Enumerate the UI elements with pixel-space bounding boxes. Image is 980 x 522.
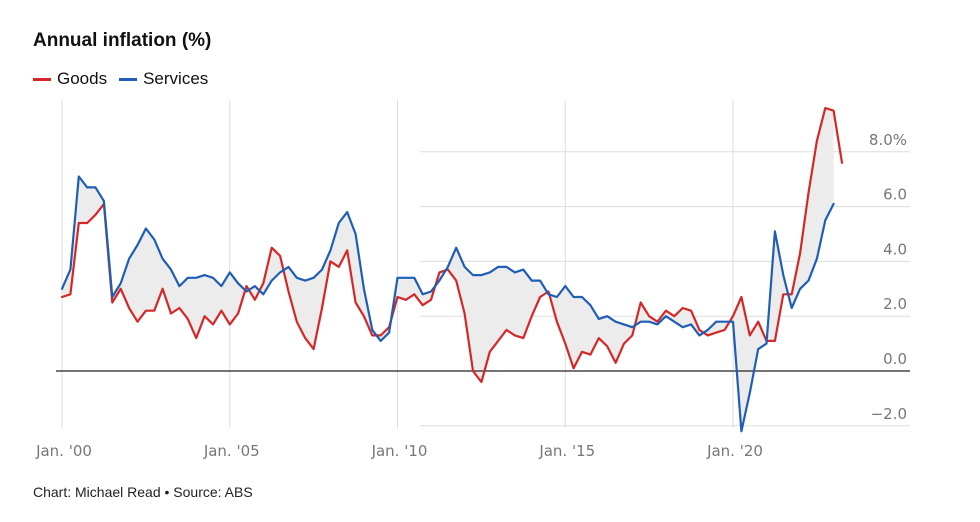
y-tick-label: 8.0% (869, 131, 907, 149)
services-swatch (119, 77, 138, 81)
y-tick-label: 0.0 (883, 350, 907, 368)
y-tick-label: 6.0 (883, 186, 907, 204)
legend-item-services: Services (119, 69, 208, 89)
goods-swatch (33, 77, 51, 81)
legend-label-services: Services (143, 69, 209, 88)
legend-label-goods: Goods (57, 69, 108, 88)
x-tick-label: Jan. '15 (538, 442, 595, 460)
y-tick-label: 2.0 (883, 295, 907, 313)
x-tick-label: Jan. '05 (203, 442, 260, 460)
legend: Goods Services (33, 69, 220, 89)
y-tick-label: −2.0 (871, 405, 907, 423)
x-tick-label: Jan. '10 (371, 442, 428, 460)
services-line (60, 175, 835, 433)
source-credit: Chart: Michael Read • Source: ABS (33, 484, 253, 500)
chart-title: Annual inflation (%) (33, 30, 212, 51)
x-tick-label: Jan. '20 (706, 442, 763, 460)
x-tick-label: Jan. '00 (35, 442, 92, 460)
y-tick-label: 4.0 (883, 240, 907, 258)
goods-line (60, 106, 844, 384)
legend-item-goods: Goods (33, 69, 107, 89)
